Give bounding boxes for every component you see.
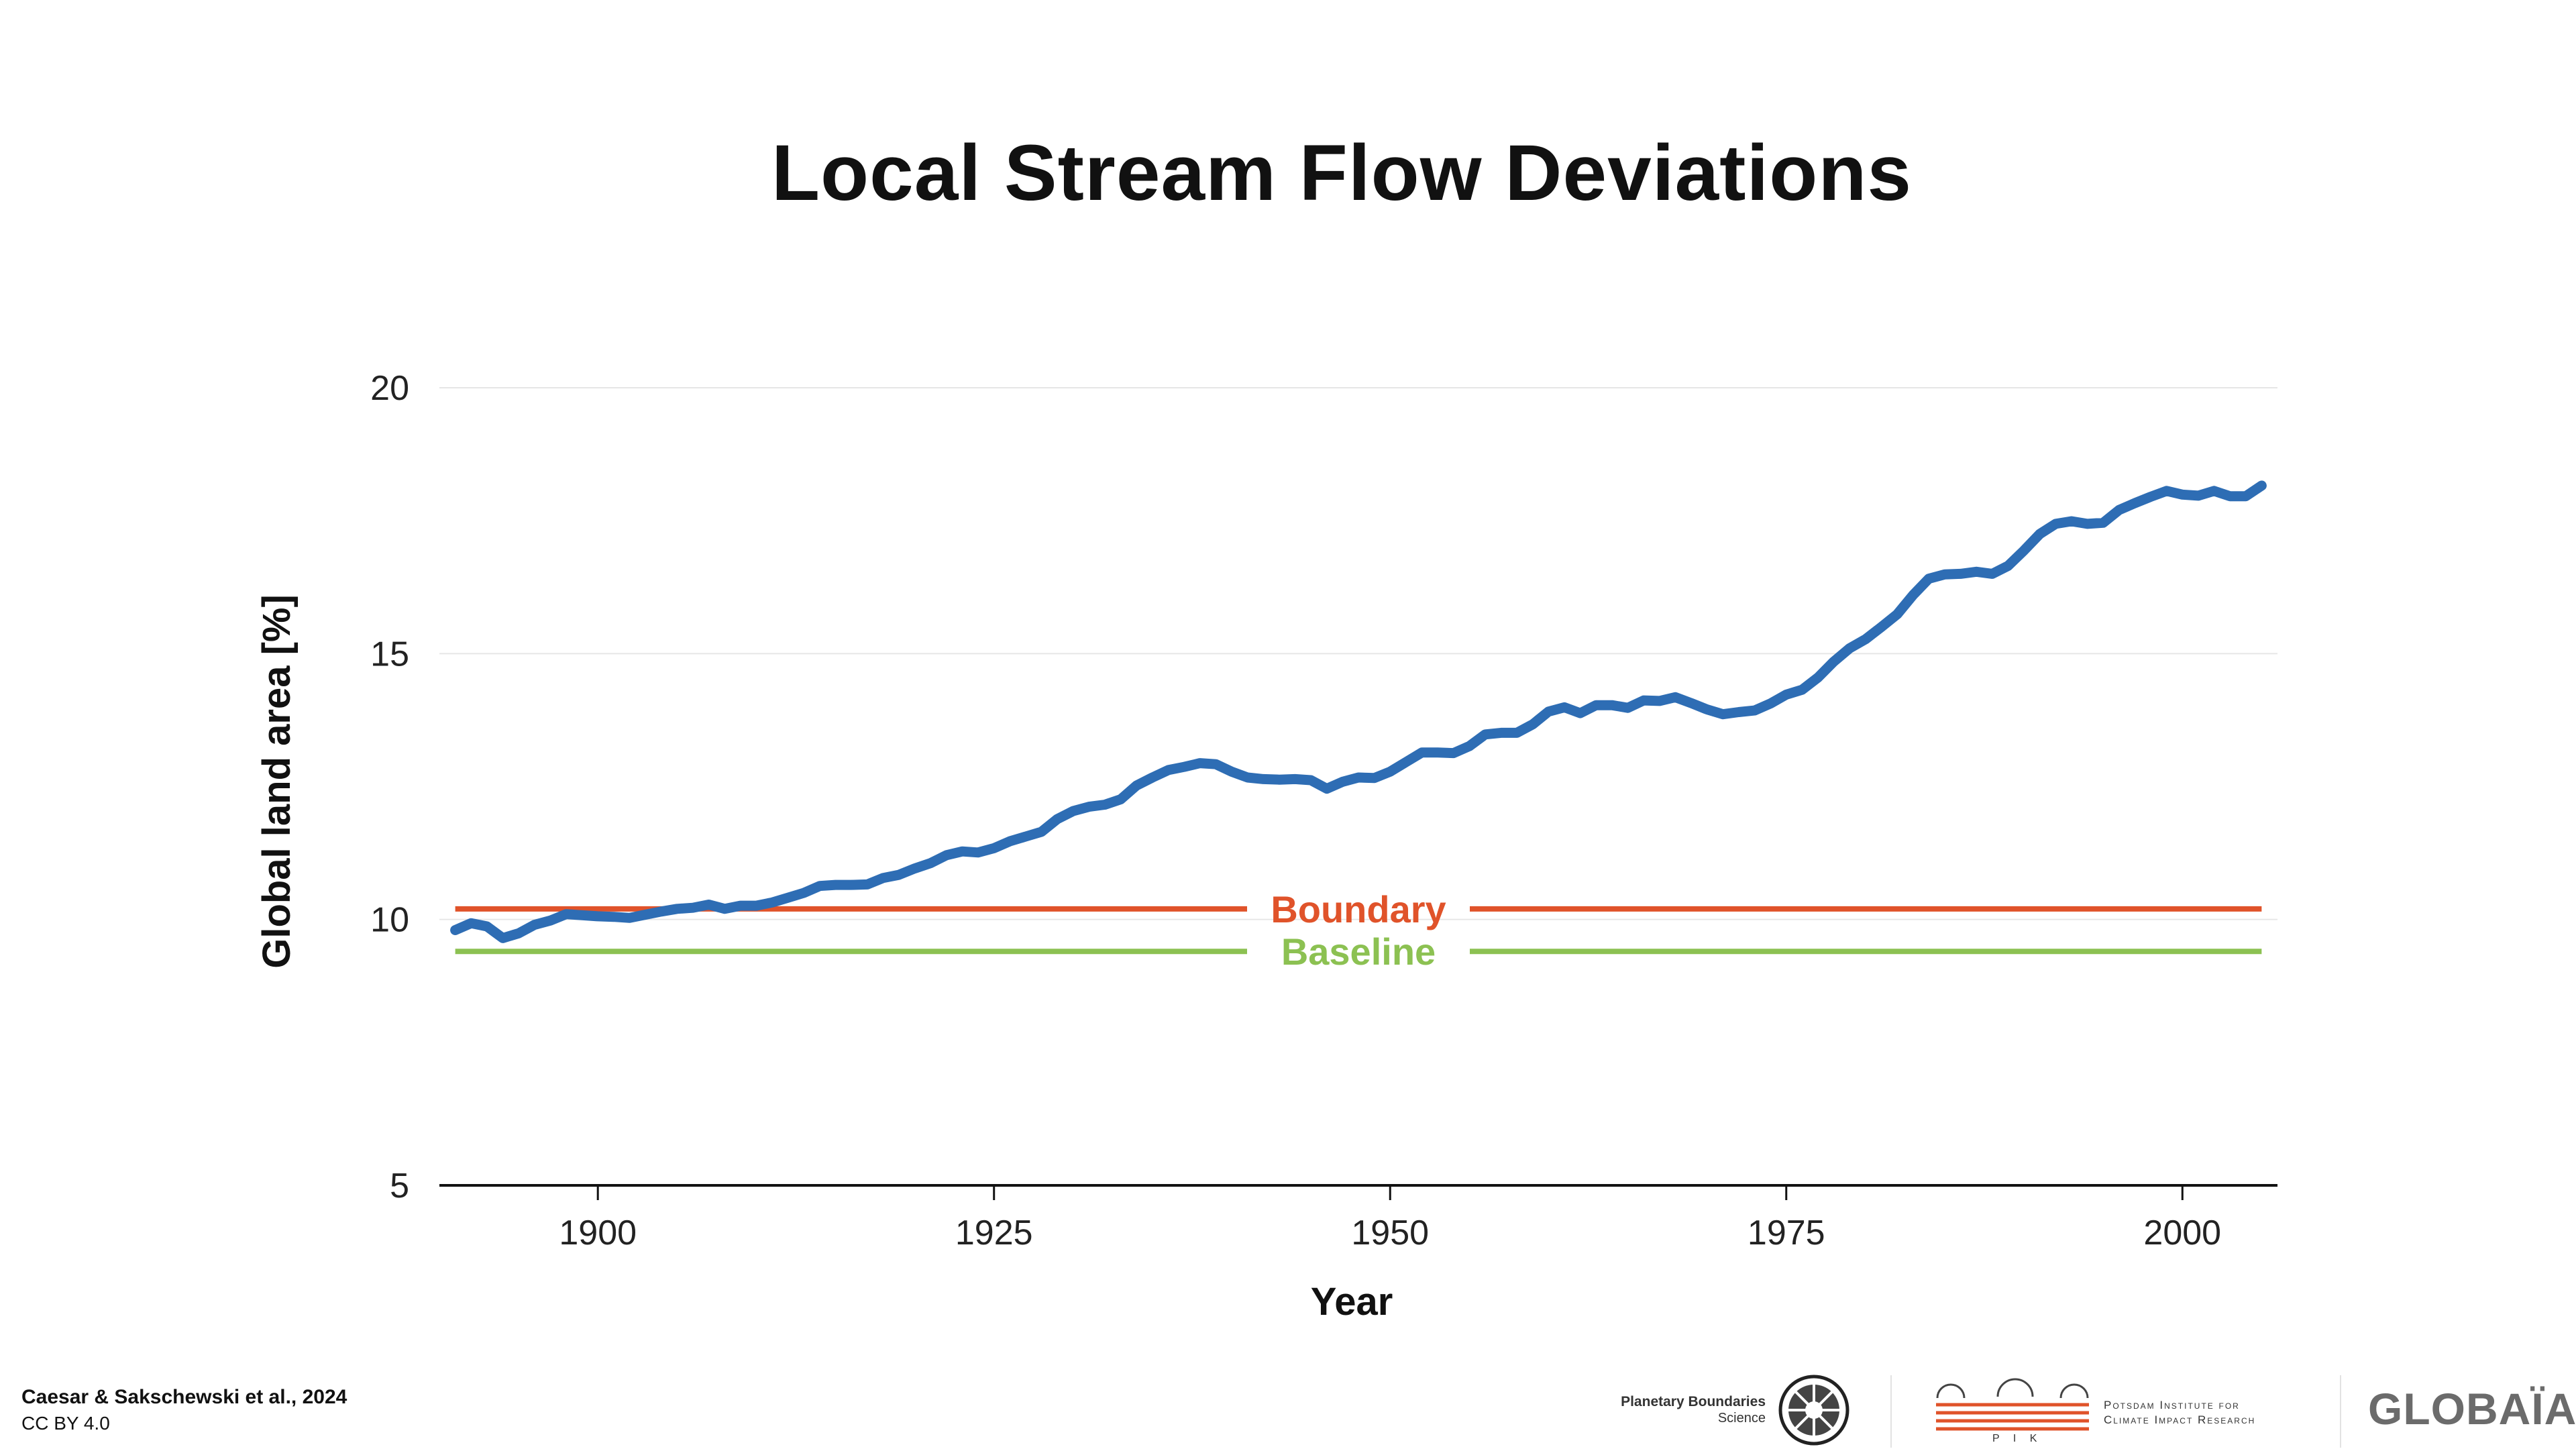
chart-title: Local Stream Flow Deviations bbox=[771, 129, 1913, 217]
x-tick-label: 1975 bbox=[1748, 1214, 1825, 1252]
y-tick-label: 15 bbox=[370, 635, 409, 674]
axes: 5 10 15 20 1900 1925 1950 1975 2000 bbox=[370, 369, 2277, 1252]
pik-line1: Potsdam Institute for bbox=[2104, 1399, 2240, 1411]
source-citation: Caesar & Sakschewski et al., 2024 bbox=[21, 1386, 347, 1408]
x-tick-label: 1925 bbox=[955, 1214, 1033, 1252]
pbs-line1: Planetary Boundaries bbox=[1621, 1394, 1766, 1409]
globaia-logo: GLOBAÏA bbox=[2368, 1384, 2576, 1434]
pik-abbr: P I K bbox=[1992, 1433, 2043, 1444]
planetary-boundaries-logo-text: Planetary Boundaries Science bbox=[1597, 1394, 1766, 1426]
pik-logo-icon bbox=[1936, 1378, 2089, 1431]
y-tick-label: 10 bbox=[370, 901, 409, 940]
logo-divider bbox=[1890, 1375, 1892, 1448]
pbs-line2: Science bbox=[1717, 1411, 1766, 1426]
y-tick-label: 5 bbox=[390, 1167, 409, 1205]
planetary-boundaries-icon bbox=[1778, 1375, 1849, 1446]
license-text: CC BY 4.0 bbox=[21, 1413, 110, 1434]
x-tick-label: 1900 bbox=[559, 1214, 637, 1252]
series-lines bbox=[450, 480, 2267, 943]
x-tick-label: 1950 bbox=[1351, 1214, 1429, 1252]
logo-divider bbox=[2340, 1375, 2341, 1448]
pik-logo-text: Potsdam Institute for Climate Impact Res… bbox=[2104, 1398, 2255, 1428]
x-tick-label: 2000 bbox=[2143, 1214, 2221, 1252]
pik-line2: Climate Impact Research bbox=[2104, 1413, 2256, 1426]
x-axis-title: Year bbox=[1311, 1280, 1393, 1324]
series-line bbox=[450, 480, 2267, 943]
reference-label-baseline: Baseline bbox=[1281, 930, 1436, 973]
y-tick-label: 20 bbox=[370, 369, 409, 408]
gridlines bbox=[439, 387, 2277, 920]
reference-label-boundary: Boundary bbox=[1271, 888, 1446, 930]
y-axis-title: Global land area [%] bbox=[255, 594, 299, 969]
